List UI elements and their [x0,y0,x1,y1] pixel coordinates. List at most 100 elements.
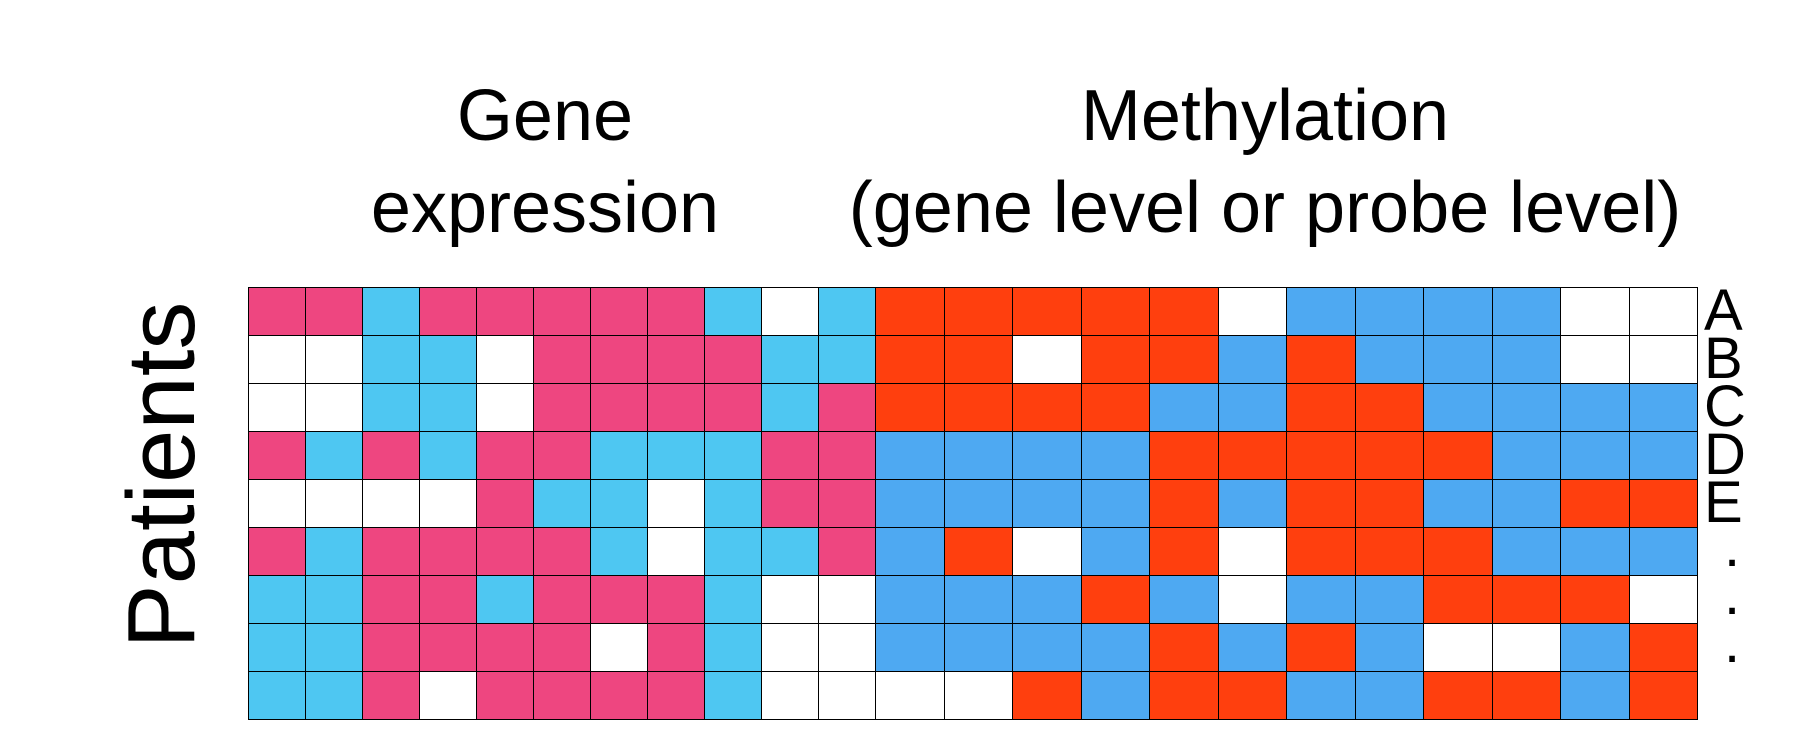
methylation-cell [1423,335,1493,384]
methylation-cell [1149,623,1219,672]
methylation-cell [1628,335,1698,384]
gene-expression-cell [248,671,306,720]
gene-expression-cell [305,671,363,720]
methylation-cell [1423,527,1493,576]
methylation-title: Methylation (gene level or probe level) [810,70,1720,254]
methylation-cell [1217,335,1287,384]
patient-row [248,383,1698,432]
gene-expression-cell [704,479,762,528]
row-ellipsis-dot: . [1724,562,1741,627]
gene-expression-cell [362,623,420,672]
gene-expression-cell [248,575,306,624]
methylation-cell [1149,383,1219,432]
methylation-cell [1012,287,1082,336]
gene-expression-cell [533,575,591,624]
meth-title-line2: (gene level or probe level) [848,168,1682,248]
methylation-cell [943,431,1013,480]
gene-expression-cell [590,623,648,672]
gene-expression-cell [362,287,420,336]
gene-expression-cell [362,575,420,624]
gene-expression-cell [761,671,819,720]
gene-expression-cell [818,527,876,576]
gene-expression-cell [248,383,306,432]
methylation-cell [1217,671,1287,720]
gene-expression-cell [419,527,477,576]
gene-expression-cell [476,479,534,528]
gene-expression-cell [362,335,420,384]
gene-expression-cell [704,575,762,624]
gene-expression-cell [818,575,876,624]
methylation-cell [1560,575,1630,624]
methylation-cell [1012,479,1082,528]
methylation-cell [1423,383,1493,432]
gene-expression-cell [476,623,534,672]
methylation-cell [1080,623,1150,672]
methylation-cell [1149,527,1219,576]
methylation-cell [875,671,945,720]
methylation-cell [1012,623,1082,672]
gene-expression-cell [419,287,477,336]
gene-expression-cell [647,671,705,720]
methylation-cell [1286,431,1356,480]
gene-expression-cell [248,527,306,576]
methylation-cell [1217,527,1287,576]
methylation-cell [1491,287,1561,336]
methylation-cell [1217,575,1287,624]
methylation-cell [1217,383,1287,432]
row-label: D [1704,422,1746,487]
gene-expression-cell [704,335,762,384]
methylation-cell [943,575,1013,624]
gene-expression-cell [305,383,363,432]
methylation-cell [1354,575,1424,624]
gene-expression-cell [647,479,705,528]
methylation-cell [1286,575,1356,624]
gene-expression-cell [419,671,477,720]
gene-expression-cell [818,623,876,672]
gene-expression-cell [590,527,648,576]
gene-expression-cell [476,335,534,384]
gene-expression-cell [305,431,363,480]
gene-expression-cell [818,431,876,480]
methylation-cell [1491,383,1561,432]
methylation-cell [1628,575,1698,624]
patient-row [248,287,1698,336]
row-label: C [1704,374,1746,439]
methylation-cell [1149,479,1219,528]
patient-row [248,575,1698,624]
methylation-cell [1628,287,1698,336]
methylation-cell [1354,527,1424,576]
methylation-cell [1560,527,1630,576]
gene-expression-cell [419,479,477,528]
methylation-cell [1491,335,1561,384]
methylation-cell [1354,335,1424,384]
methylation-cell [1423,671,1493,720]
methylation-cell [1286,479,1356,528]
methylation-cell [1149,287,1219,336]
gene-expression-cell [647,431,705,480]
methylation-cell [1354,431,1424,480]
methylation-cell [943,671,1013,720]
gene-expression-cell [590,335,648,384]
methylation-cell [943,479,1013,528]
gene-expression-cell [533,287,591,336]
methylation-cell [1217,623,1287,672]
methylation-cell [1012,671,1082,720]
gene-expression-cell [362,383,420,432]
gene-expression-cell [476,527,534,576]
methylation-cell [1354,287,1424,336]
gene-expression-cell [590,287,648,336]
gene-expression-cell [647,527,705,576]
methylation-cell [1286,671,1356,720]
methylation-cell [1491,479,1561,528]
gene-expression-cell [761,287,819,336]
gene-expression-cell [362,527,420,576]
gene-expression-cell [419,383,477,432]
meth-title-line1: Methylation [1080,76,1450,156]
methylation-cell [1628,383,1698,432]
methylation-cell [1217,479,1287,528]
gene-expression-cell [248,335,306,384]
methylation-cell [943,527,1013,576]
gene-expression-cell [305,527,363,576]
methylation-cell [1560,383,1630,432]
